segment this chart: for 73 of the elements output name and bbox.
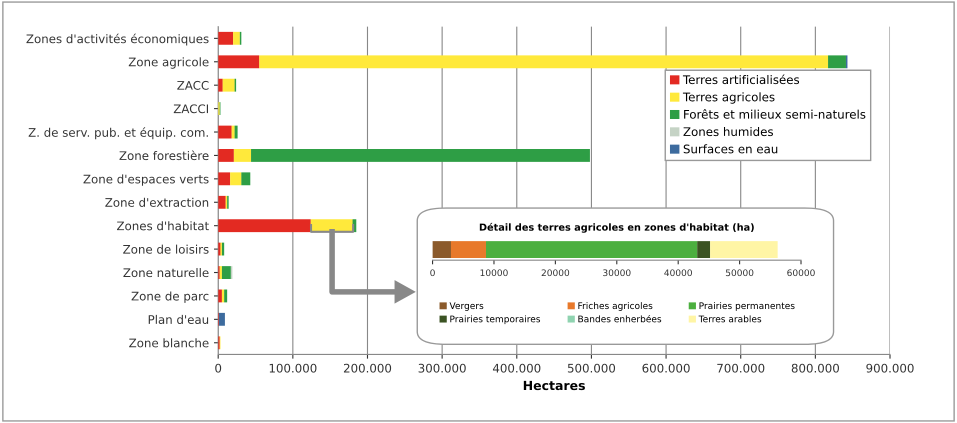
x-tick-label: 40000 (664, 269, 692, 276)
x-tick-label: 600.000 (642, 364, 690, 373)
bar (234, 149, 252, 162)
y-tick-label: Zones d'habitat (117, 221, 209, 230)
y-tick-label: ZACCI (174, 104, 208, 114)
bar (486, 241, 698, 258)
x-tick-label: 20000 (542, 269, 570, 276)
x-tick-label: 100.000 (270, 364, 316, 373)
x-tick-label: 0 (430, 269, 435, 276)
bar (234, 126, 238, 138)
legend-label: Terres arables (698, 315, 762, 322)
bar (450, 241, 486, 258)
bar (828, 55, 846, 68)
bar (222, 242, 224, 256)
bar (241, 172, 250, 186)
bar (230, 172, 242, 186)
legend-label: Terres agricoles (682, 92, 775, 104)
bar (218, 196, 226, 209)
x-axis-title: Hectares (524, 380, 585, 390)
legend-label: Zones humides (683, 126, 773, 136)
bar (224, 289, 228, 302)
y-tick-label: Zone blanche (129, 338, 209, 348)
bar (218, 289, 222, 302)
bar (218, 149, 234, 162)
x-tick-label: 30000 (603, 269, 631, 276)
bar (432, 241, 451, 258)
bar (218, 312, 225, 326)
bar (218, 172, 230, 186)
x-tick-label: 900.000 (866, 364, 914, 373)
x-tick-label: 300.000 (418, 364, 466, 373)
legend-label: Terres artificialisées (682, 74, 800, 84)
bar (218, 32, 234, 45)
x-tick-label: 0 (215, 364, 222, 373)
y-tick-label: Zone forestière (119, 150, 209, 160)
bar (233, 32, 240, 45)
y-tick-label: Zone agricole (128, 57, 209, 69)
y-tick-label: Z. de serv. pub. et équip. com. (28, 127, 208, 140)
y-tick-label: Zone d'espaces verts (83, 174, 209, 186)
x-tick-label: 50000 (726, 269, 754, 276)
bar (218, 126, 232, 138)
legend-label: Prairies permanentes (700, 302, 795, 311)
y-tick-label: Plan d'eau (148, 314, 208, 324)
x-tick-label: 800.000 (792, 364, 839, 373)
legend-label: Prairies temporaires (450, 315, 540, 324)
bar (710, 241, 778, 258)
chart-title: Détail des terres agricoles en zones d'habitat (ha) (480, 222, 754, 233)
x-tick-label: 60000 (787, 269, 815, 276)
bar (259, 55, 828, 68)
bar (697, 241, 710, 258)
bar (222, 266, 231, 279)
bar (218, 219, 311, 232)
x-tick-label: 10000 (480, 269, 508, 276)
bar (218, 78, 223, 92)
x-tick-label: 500.000 (568, 364, 616, 373)
y-tick-label: Zone de parc (132, 291, 208, 303)
y-tick-label: Zone d'extraction (105, 198, 208, 207)
bar (218, 55, 260, 68)
y-tick-label: Zones d'activités économiques (26, 34, 209, 46)
x-tick-label: 700.000 (717, 364, 764, 373)
bar (222, 289, 224, 302)
bar (251, 149, 590, 162)
legend-label: Friches agricoles (578, 302, 652, 311)
legend-label: Bandes enherbées (578, 315, 662, 322)
y-tick-label: Zone naturelle (123, 268, 209, 278)
legend-label: Forêts et milieux semi-naturels (684, 109, 866, 119)
y-tick-label: Zone de loisirs (123, 244, 209, 254)
x-tick-label: 400.000 (492, 364, 540, 373)
x-tick-label: 200.000 (344, 364, 392, 373)
bar (222, 78, 235, 92)
legend-label: Surfaces en eau (684, 144, 778, 154)
y-tick-label: ZACC (177, 80, 209, 90)
legend-label: Vergers (450, 302, 484, 311)
bar (232, 126, 235, 138)
